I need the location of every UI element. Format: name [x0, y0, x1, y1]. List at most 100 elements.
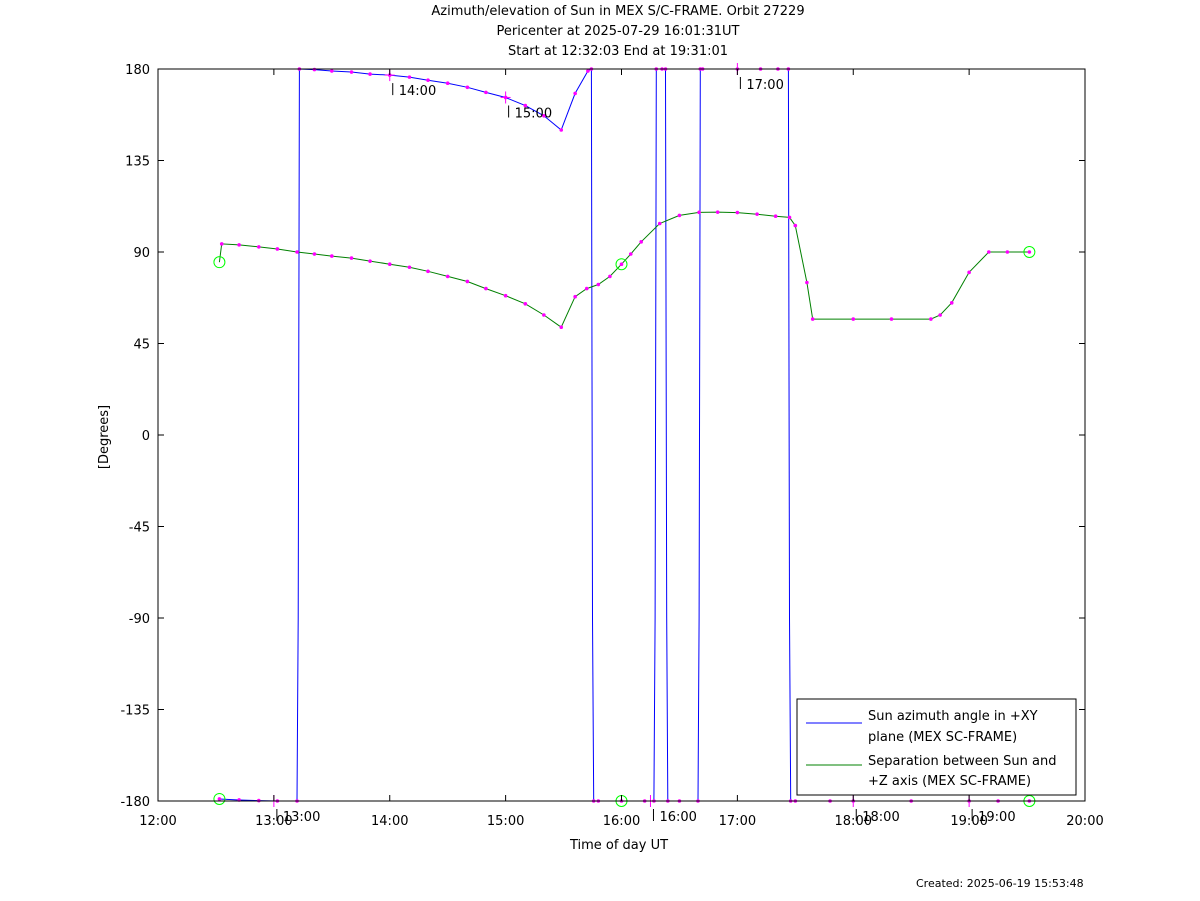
- highlight-circle: [213, 792, 226, 805]
- separation-data-point: [407, 265, 412, 270]
- separation-data-point: [523, 302, 528, 306]
- separation-data-point: [967, 270, 971, 275]
- series-layer: [218, 68, 1030, 802]
- x-tick-label: 13:00: [255, 814, 292, 829]
- separation-data-point: [275, 247, 280, 251]
- separation-data-point: [387, 262, 392, 267]
- separation-data-point: [1005, 250, 1010, 254]
- separation-data-point: [889, 317, 894, 321]
- legend-label-separation-line-2: +Z axis (MEX SC-FRAME): [868, 774, 1031, 789]
- separation-data-point: [559, 325, 564, 330]
- separation-data-point: [677, 213, 682, 218]
- separation-data-point: [330, 254, 334, 258]
- x-tick-label: 18:00: [835, 814, 872, 829]
- separation-data-point: [484, 286, 488, 291]
- azimuth-series-line: [219, 68, 1030, 802]
- y-tick-label: -180: [120, 795, 150, 810]
- azimuth-data-point: [484, 90, 488, 95]
- chart-title-line-2: Pericenter at 2025-07-29 16:01:31UT: [496, 24, 740, 39]
- separation-data-point: [657, 221, 662, 226]
- separation-data-point: [596, 282, 601, 287]
- legend-box: [796, 698, 1077, 796]
- separation-data-point: [368, 259, 372, 263]
- separation-data-point: [793, 223, 798, 228]
- legend-label-azimuth-line-2: plane (MEX SC-FRAME): [868, 730, 1017, 745]
- separation-data-point: [237, 243, 241, 247]
- separation-data-point: [584, 286, 589, 291]
- y-tick-label: -90: [129, 612, 150, 627]
- separation-data-point: [619, 262, 624, 267]
- separation-data-point: [542, 313, 546, 317]
- y-tick-label: 0: [142, 429, 150, 444]
- x-tick-label: 16:00: [603, 814, 640, 829]
- chart-title-line-1: Azimuth/elevation of Sun in MEX S/C-FRAM…: [431, 4, 805, 19]
- separation-data-point: [573, 294, 577, 299]
- y-tick-label: -45: [129, 521, 150, 536]
- separation-data-point: [503, 293, 508, 298]
- azimuth-data-point: [445, 81, 450, 86]
- x-tick-label: 14:00: [371, 814, 408, 829]
- highlight-circle: [1023, 246, 1036, 258]
- chart-title-line-3: Start at 12:32:03 End at 19:31:01: [507, 44, 729, 59]
- legend-label-separation-line-1: Separation between Sun and: [868, 754, 1056, 769]
- separation-data-point: [219, 242, 224, 246]
- separation-data-point: [295, 250, 299, 254]
- highlight-circle: [615, 258, 628, 271]
- separation-data-point: [735, 210, 740, 215]
- separation-series-line: [218, 211, 1030, 328]
- y-tick-label: 180: [125, 63, 150, 78]
- separation-data-point: [639, 240, 643, 244]
- separation-data-point: [810, 317, 815, 321]
- time-marker-label: 14:00: [399, 84, 436, 99]
- separation-data-point: [773, 214, 778, 219]
- created-timestamp: Created: 2025-06-19 15:53:48: [916, 877, 1084, 890]
- y-tick-label: -135: [120, 704, 150, 719]
- x-tick-label: 19:00: [950, 814, 987, 829]
- time-marker-label: 16:00: [659, 810, 696, 825]
- azimuth-data-point: [349, 70, 354, 74]
- separation-data-point: [257, 245, 261, 249]
- x-tick-label: 20:00: [1066, 814, 1103, 829]
- separation-data-point: [426, 269, 430, 274]
- separation-data-point: [312, 252, 317, 256]
- y-tick-label: 135: [125, 155, 150, 170]
- azimuth-data-point: [559, 128, 564, 132]
- time-marker-label: 13:00: [283, 810, 320, 825]
- azimuth-data-point: [542, 113, 546, 118]
- azimuth-data-point: [523, 103, 528, 108]
- separation-data-point: [949, 301, 954, 305]
- separation-data-point: [445, 274, 450, 279]
- azimuth-data-point: [586, 69, 590, 73]
- axis-layer: 12:00 13:00 14:00 15:00 16:00 17:00 18:00 19:00…: [120, 63, 1103, 829]
- x-tick-label: 12:00: [139, 814, 176, 829]
- azimuth-data-point: [407, 75, 412, 79]
- separation-data-point: [755, 212, 759, 216]
- separation-data-point: [715, 210, 720, 214]
- azimuth-data-point: [217, 797, 222, 801]
- separation-data-point: [349, 256, 354, 260]
- separation-data-point: [805, 280, 809, 285]
- x-tick-label: 15:00: [487, 814, 524, 829]
- separation-data-point: [938, 313, 942, 317]
- separation-data-point: [465, 279, 470, 284]
- azimuth-data-point: [368, 72, 372, 76]
- azimuth-data-point: [573, 91, 577, 96]
- y-tick-label: 90: [133, 246, 150, 261]
- separation-data-point: [987, 250, 991, 254]
- plot-frame: [157, 68, 1086, 802]
- separation-data-point: [929, 317, 933, 321]
- separation-data-point: [608, 274, 612, 279]
- legend-label-azimuth-line-1: Sun azimuth angle in +XY: [868, 709, 1038, 724]
- x-axis-label: Time of day UT: [569, 838, 668, 853]
- time-marker-label: 15:00: [515, 106, 552, 121]
- x-tick-label: 17:00: [719, 814, 756, 829]
- azimuth-data-point: [312, 67, 317, 72]
- separation-data-point: [851, 317, 856, 321]
- separation-data-point: [787, 215, 792, 220]
- time-marker-label: 19:00: [978, 810, 1015, 825]
- legend: Sun azimuth angle in +XY plane (MEX SC-F…: [796, 698, 1077, 796]
- separation-data-point: [1027, 250, 1032, 254]
- azimuth-data-point: [426, 78, 430, 82]
- y-tick-label: 45: [133, 338, 150, 353]
